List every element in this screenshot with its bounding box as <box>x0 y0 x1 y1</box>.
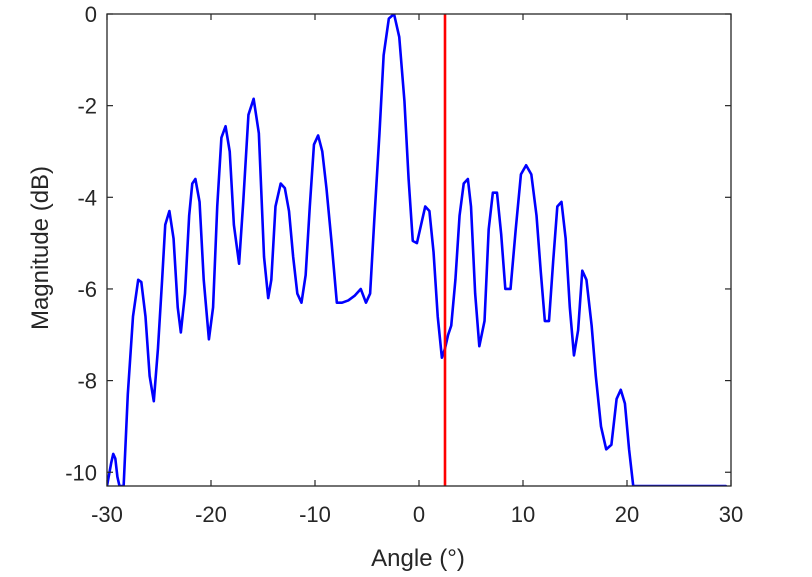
y-tick-label: -2 <box>77 94 97 119</box>
x-tick-label: 0 <box>413 502 425 527</box>
y-tick-label: -8 <box>77 369 97 394</box>
x-axis-ticks: -30 -20 -10 0 10 20 30 <box>91 14 743 527</box>
series-line <box>107 14 728 486</box>
x-tick-label: -30 <box>91 502 123 527</box>
x-tick-label: 30 <box>719 502 743 527</box>
y-axis-title: Magnitude (dB) <box>27 166 54 330</box>
y-tick-label: -10 <box>65 460 97 485</box>
x-tick-label: 10 <box>511 502 535 527</box>
y-axis-ticks: 0 -2 -4 -6 -8 -10 <box>65 2 731 485</box>
x-tick-label: -10 <box>299 502 331 527</box>
x-axis-title: Angle (°) <box>371 545 465 572</box>
y-tick-label: -4 <box>77 185 97 210</box>
x-tick-label: 20 <box>615 502 639 527</box>
y-tick-label: -6 <box>77 277 97 302</box>
y-tick-label: 0 <box>85 2 97 27</box>
x-tick-label: -20 <box>195 502 227 527</box>
